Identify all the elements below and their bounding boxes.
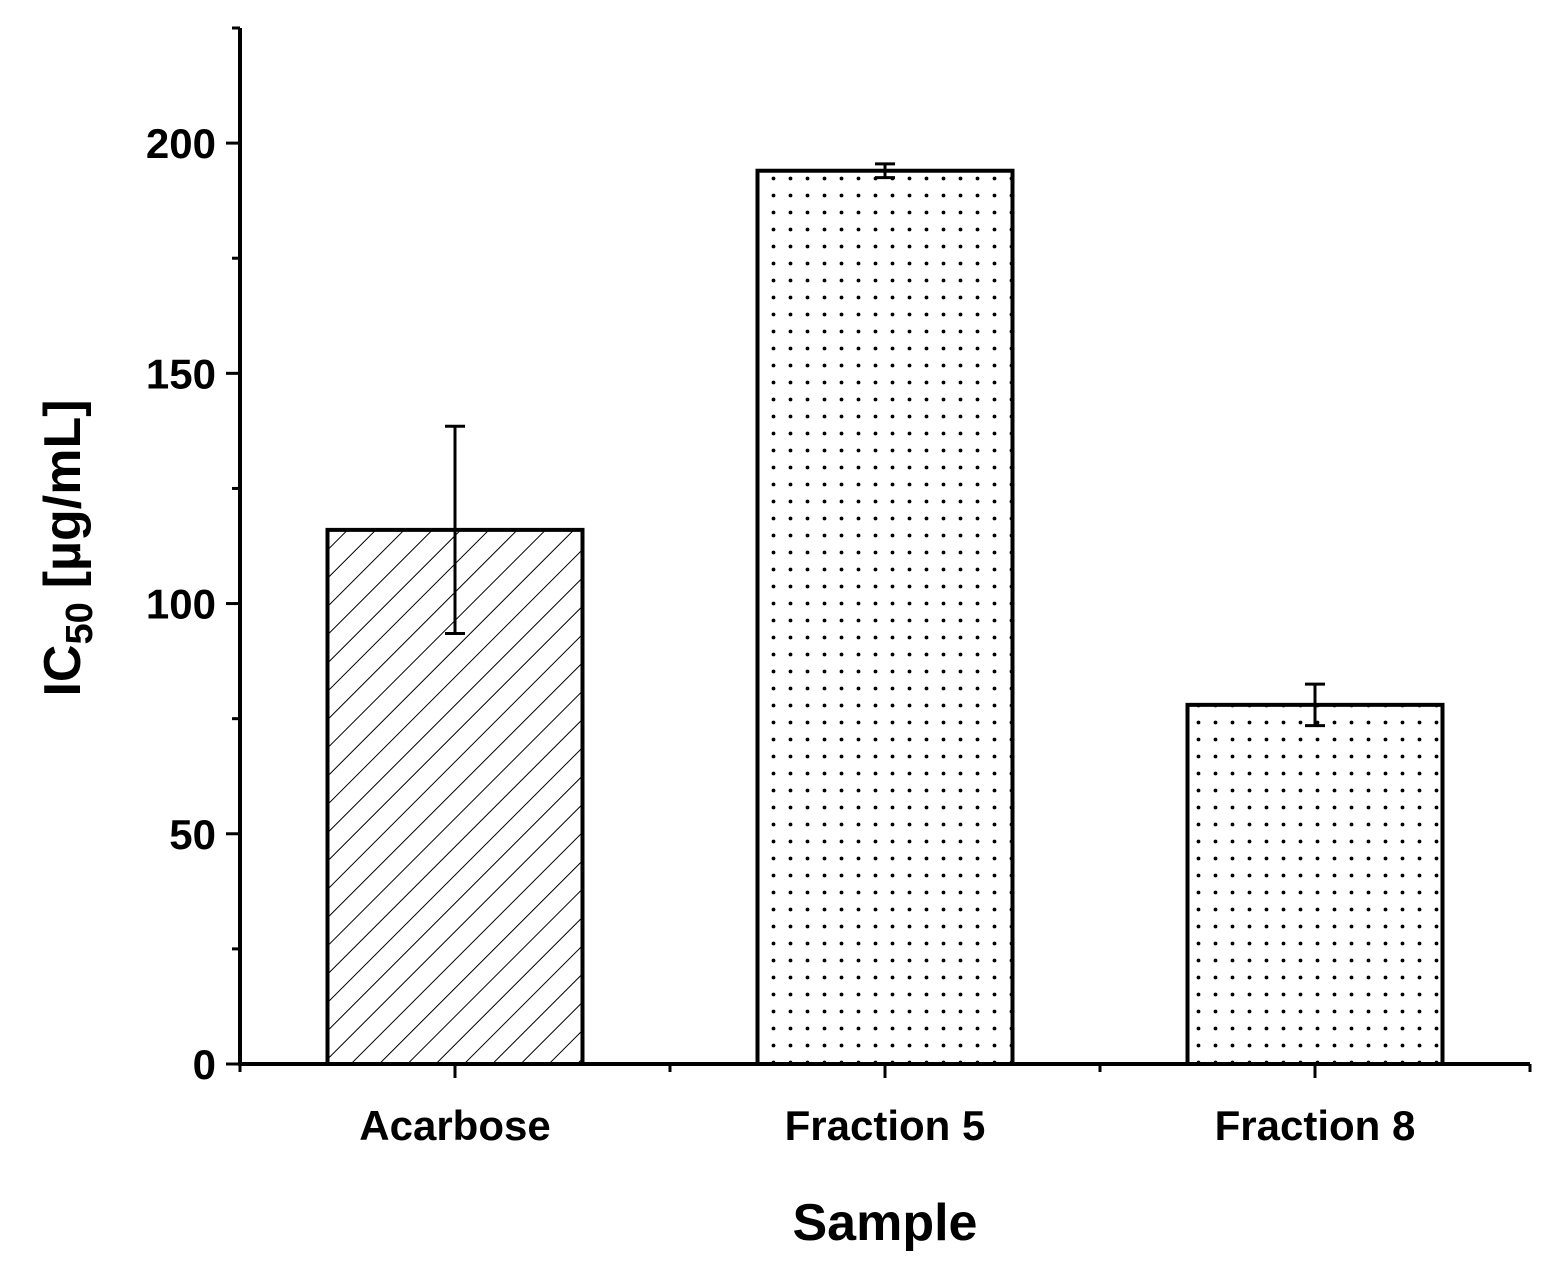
y-tick-label: 100: [146, 581, 216, 628]
error-bar-fraction-5: [875, 162, 895, 180]
error-bar-acarbose: [445, 424, 465, 635]
y-axis-title-subscript: 50: [59, 602, 101, 644]
error-bar-fraction-8: [1305, 682, 1325, 728]
y-tick-label: 200: [146, 120, 216, 167]
x-tick-label: Fraction 8: [1215, 1102, 1416, 1149]
y-tick-label: 50: [169, 811, 216, 858]
y-axis-title: IC50 [µg/mL]: [34, 399, 101, 696]
x-axis-title: Sample: [793, 1194, 978, 1252]
y-axis-title-main: IC: [34, 645, 92, 697]
bar-fraction-8: [1185, 702, 1445, 1066]
error-bars-layer: [445, 162, 1325, 728]
ticks-layer: Acarbose Fraction 5 Fraction 8 0 50 100 150 200: [146, 26, 1532, 1149]
y-axis-title-unit: [µg/mL]: [34, 399, 92, 588]
bars-layer: [325, 168, 1445, 1066]
bar-fraction-5: [755, 168, 1015, 1066]
y-tick-label: 150: [146, 350, 216, 397]
y-tick-label: 0: [193, 1041, 216, 1088]
x-tick-label: Fraction 5: [785, 1102, 986, 1149]
x-tick-label: Acarbose: [359, 1102, 550, 1149]
